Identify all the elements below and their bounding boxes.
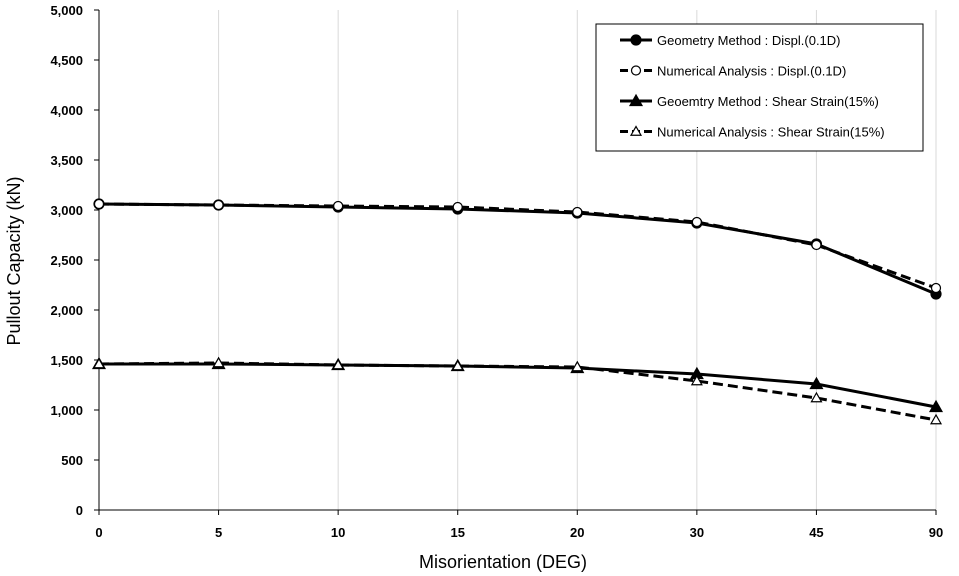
legend-item: Geoemtry Method : Shear Strain(15%): [620, 93, 879, 109]
x-tick-label: 90: [929, 525, 943, 540]
data-point: [213, 199, 224, 211]
legend-item: Geometry Method : Displ.(0.1D): [620, 33, 841, 48]
data-point: [452, 201, 463, 213]
legend-marker: [629, 125, 643, 136]
y-tick-label: 5,000: [50, 3, 83, 18]
y-tick-label: 4,500: [50, 53, 83, 68]
series-line: [98, 202, 937, 296]
tick-labels: 0 500 1,000 1,500 2,000 2,500 3,000 3,500 4,000 4…: [50, 3, 943, 540]
y-tick-label: 3,500: [50, 153, 83, 168]
legend-item: Numerical Analysis : Shear Strain(15%): [620, 125, 885, 140]
legend-marker: [630, 34, 642, 46]
legend-label: Numerical Analysis : Displ.(0.1D): [657, 64, 846, 79]
y-tick-label: 0: [76, 503, 83, 518]
data-point: [690, 374, 703, 386]
series-layer: [91, 198, 944, 425]
axes-layer: [94, 9, 937, 515]
data-point: [572, 206, 583, 218]
x-tick-label: 45: [809, 525, 823, 540]
y-axis-title: Pullout Capacity (kN): [4, 176, 24, 345]
data-point: [929, 413, 943, 425]
data-point: [333, 200, 344, 212]
legend-marker: [628, 93, 644, 107]
data-point: [92, 357, 106, 369]
y-tick-label: 2,000: [50, 303, 83, 318]
legend-item: Numerical Analysis : Displ.(0.1D): [620, 64, 846, 79]
data-point: [451, 359, 464, 371]
x-tick-label: 30: [690, 525, 704, 540]
legend-label: Geometry Method : Displ.(0.1D): [657, 33, 841, 48]
y-tick-label: 1,500: [50, 353, 83, 368]
y-tick-label: 500: [61, 453, 83, 468]
x-tick-label: 10: [331, 525, 345, 540]
x-tick-label: 0: [95, 525, 102, 540]
data-point: [691, 216, 702, 228]
series-line: [98, 361, 937, 422]
data-point: [571, 360, 584, 372]
data-point: [212, 356, 225, 368]
x-tick-label: 5: [215, 525, 222, 540]
data-point: [811, 239, 822, 251]
legend-box: [595, 23, 924, 152]
data-point: [93, 198, 105, 210]
data-point: [930, 282, 942, 294]
x-tick-label: 15: [450, 525, 464, 540]
series-line: [98, 202, 937, 290]
legend-items: Geometry Method : Displ.(0.1D) Numerical …: [620, 33, 885, 140]
y-tick-label: 4,000: [50, 103, 83, 118]
series-line: [99, 362, 937, 409]
data-point: [928, 399, 944, 413]
series-2: [93, 198, 942, 294]
legend-label: Numerical Analysis : Shear Strain(15%): [657, 125, 885, 140]
data-point: [332, 358, 345, 370]
x-tick-label: 20: [570, 525, 584, 540]
legend-label: Geoemtry Method : Shear Strain(15%): [657, 94, 879, 109]
data-point: [809, 376, 824, 390]
data-point: [810, 391, 823, 403]
legend-marker: [630, 65, 642, 76]
legend: Geometry Method : Displ.(0.1D) Numerical …: [595, 23, 924, 152]
y-tick-label: 1,000: [50, 403, 83, 418]
y-tick-label: 3,000: [50, 203, 83, 218]
x-axis-title: Misorientation (DEG): [419, 552, 587, 572]
series-4: [92, 356, 943, 425]
y-tick-label: 2,500: [50, 253, 83, 268]
